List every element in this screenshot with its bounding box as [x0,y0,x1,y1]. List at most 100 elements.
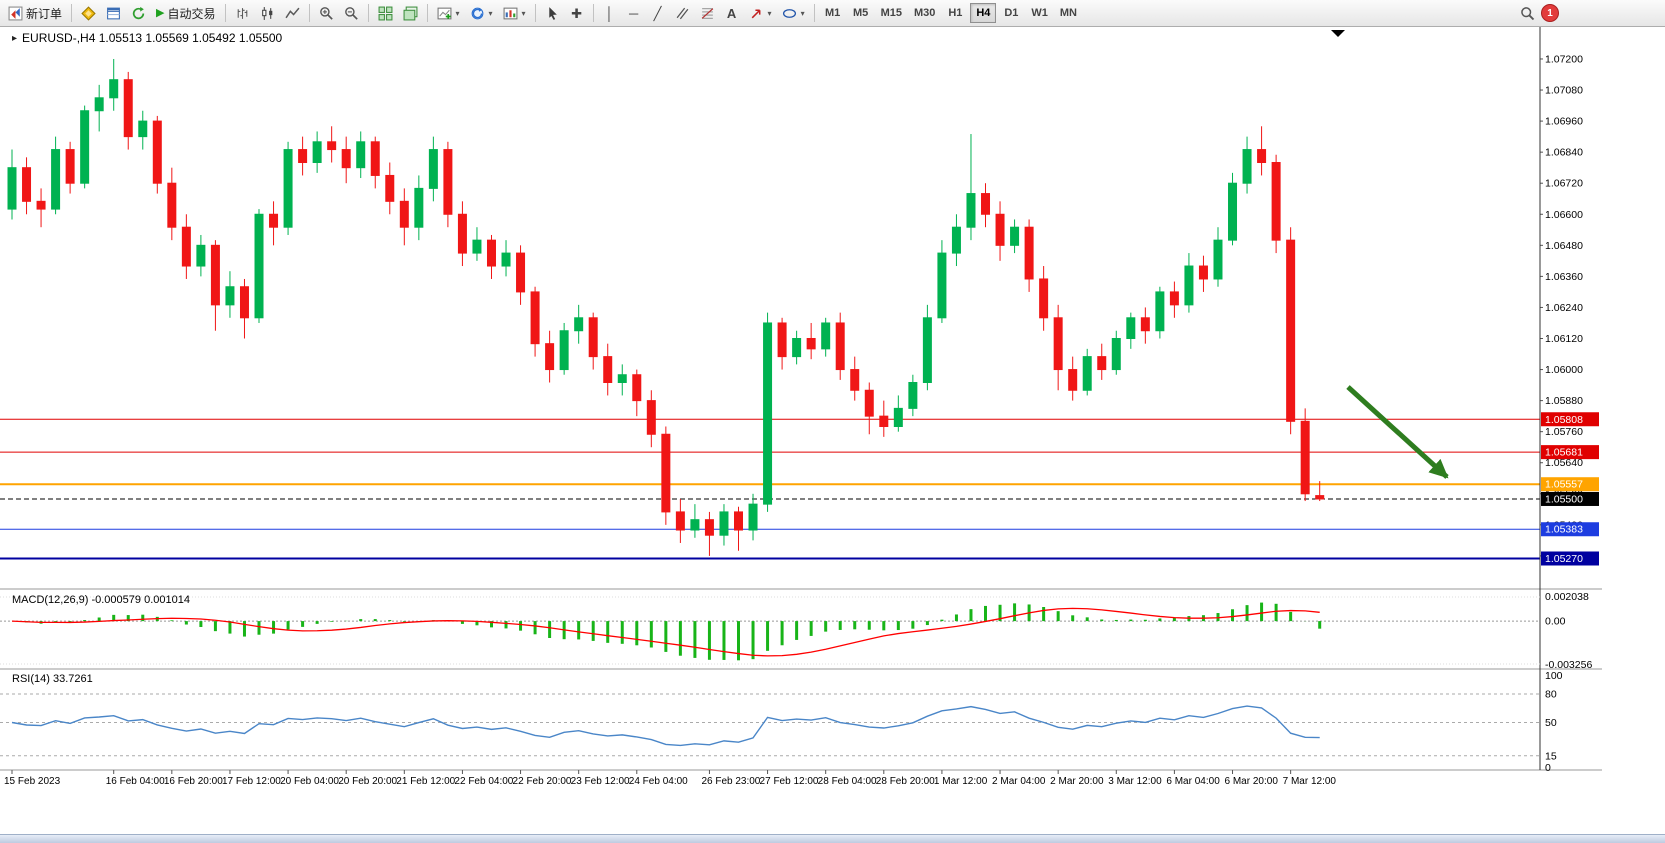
svg-text:1.06600: 1.06600 [1545,209,1583,221]
text-tool-icon: A [726,5,737,21]
symbol-ohlc-title: EURUSD-,H4 1.05513 1.05569 1.05492 1.055… [22,31,283,45]
chart-shift-marker[interactable] [1331,30,1345,37]
trend-arrow-annotation[interactable] [1346,385,1449,479]
price-line-label: 1.05500 [1541,491,1599,506]
bar-chart-icon [237,7,247,19]
macd-histogram [25,602,1322,661]
svg-text:6 Mar 20:00: 6 Mar 20:00 [1225,776,1279,787]
svg-text:23 Feb 12:00: 23 Feb 12:00 [571,776,630,787]
trendline-button[interactable]: ╱ [647,2,669,24]
timeframe-m1-button[interactable]: M1 [820,3,846,23]
navigator-button[interactable] [127,2,150,24]
svg-text:1.07080: 1.07080 [1545,85,1583,97]
fibonacci-icon [701,7,713,19]
timeframe-m30-button[interactable]: M30 [909,3,940,23]
svg-text:1.06240: 1.06240 [1545,302,1583,314]
autotrading-button[interactable]: ▶ 自动交易 [152,2,219,24]
price-line-label: 1.05557 [1541,477,1599,492]
svg-text:1.06120: 1.06120 [1545,333,1583,345]
svg-text:1.05760: 1.05760 [1545,426,1583,438]
vertical-line-button[interactable]: │ [599,2,621,24]
text-tool-button[interactable]: A [721,2,743,24]
horizontal-lines[interactable]: 1.05808 1.05681 1.05557 1.05500 1.05383 1.052… [0,412,1599,566]
rsi-line [11,705,1320,747]
new-order-button[interactable]: 新订单 [4,2,66,24]
time-axis[interactable]: 15 Feb 2023 16 Feb 04:00 16 Feb 20:00 17 Fe… [4,770,1336,787]
chevron-down-icon: ▾ [488,8,493,18]
svg-text:50: 50 [1545,717,1557,729]
price-line-label: 1.05270 [1541,551,1599,566]
line-chart-button[interactable] [281,2,304,24]
rsi-indicator-label: RSI(14) 33.7261 [12,673,93,685]
svg-text:15 Feb 2023: 15 Feb 2023 [4,776,61,787]
shapes-tool-button[interactable]: ▾ [778,2,809,24]
new-order-label: 新订单 [26,6,63,21]
cursor-button[interactable] [541,2,564,24]
new-chart-button[interactable]: ▾ [433,2,464,24]
svg-text:17 Feb 12:00: 17 Feb 12:00 [222,776,281,787]
svg-text:0.00: 0.00 [1545,616,1566,628]
svg-text:-0.003256: -0.003256 [1545,659,1592,671]
timeframe-h1-button[interactable]: H1 [942,3,968,23]
macd-signal-line [11,607,1320,657]
templates-button[interactable]: ▾ [499,2,530,24]
candlestick-chart-button[interactable] [256,2,279,24]
market-watch-button[interactable] [77,2,100,24]
svg-text:0.002038: 0.002038 [1545,591,1589,603]
svg-text:20 Feb 20:00: 20 Feb 20:00 [338,776,397,787]
zoom-in-button[interactable] [315,2,338,24]
arrow-tool-icon [751,9,761,18]
svg-text:1.05500: 1.05500 [1545,493,1583,505]
svg-text:1.05383: 1.05383 [1545,524,1583,536]
svg-text:26 Feb 23:00: 26 Feb 23:00 [701,776,760,787]
timeframe-d1-button[interactable]: D1 [998,3,1024,23]
svg-text:1.05270: 1.05270 [1545,553,1583,565]
market-watch-icon [81,5,96,21]
horizontal-line-icon: ─ [628,5,639,21]
bar-chart-button[interactable] [231,2,254,24]
svg-text:2 Mar 04:00: 2 Mar 04:00 [992,776,1046,787]
timeframe-w1-button[interactable]: W1 [1026,3,1053,23]
refresh-button[interactable]: ▾ [466,2,497,24]
toolbar-separator [224,4,226,22]
vertical-line-icon: │ [605,5,614,21]
toolbar-separator [534,4,536,22]
timeframe-mn-button[interactable]: MN [1055,3,1082,23]
fibonacci-button[interactable] [696,2,719,24]
svg-text:24 Feb 04:00: 24 Feb 04:00 [629,776,688,787]
cascade-windows-icon [403,6,417,20]
svg-text:27 Feb 12:00: 27 Feb 12:00 [760,776,819,787]
horizontal-line-button[interactable]: ─ [623,2,645,24]
channel-button[interactable] [671,2,694,24]
svg-text:1.06480: 1.06480 [1545,240,1583,252]
cursor-icon [548,6,557,20]
search-button[interactable] [1516,2,1539,24]
template-icon [503,7,517,19]
crosshair-button[interactable]: ✚ [566,2,588,24]
data-window-button[interactable] [102,2,125,24]
chevron-down-icon: ▾ [767,8,772,18]
toolbar-separator [308,4,310,22]
one-click-trading-toggle[interactable]: ▸ [12,32,18,44]
timeframe-h4-button[interactable]: H4 [970,3,997,23]
svg-text:1.05880: 1.05880 [1545,395,1583,407]
tile-windows-button[interactable] [374,2,397,24]
zoom-out-button[interactable] [340,2,363,24]
timeframe-m5-button[interactable]: M5 [848,3,874,23]
svg-text:3 Mar 12:00: 3 Mar 12:00 [1108,776,1162,787]
price-line-label: 1.05383 [1541,522,1599,537]
tile-windows-icon [378,6,392,20]
svg-text:15: 15 [1545,750,1557,762]
svg-text:16 Feb 20:00: 16 Feb 20:00 [164,776,223,787]
zoom-out-icon [344,6,358,20]
data-window-icon [107,7,120,19]
notification-badge[interactable]: 1 [1541,4,1559,22]
cascade-windows-button[interactable] [399,2,422,24]
candlestick-chart-icon [261,6,272,20]
channel-icon [676,7,688,19]
timeframe-m15-button[interactable]: M15 [876,3,907,23]
svg-text:0: 0 [1545,762,1551,774]
arrows-tool-button[interactable]: ▾ [745,2,776,24]
chart-canvas[interactable]: 1.07200 1.07080 1.06960 1.06840 1.06720 1.066… [0,27,1665,843]
toolbar-separator [367,4,369,22]
